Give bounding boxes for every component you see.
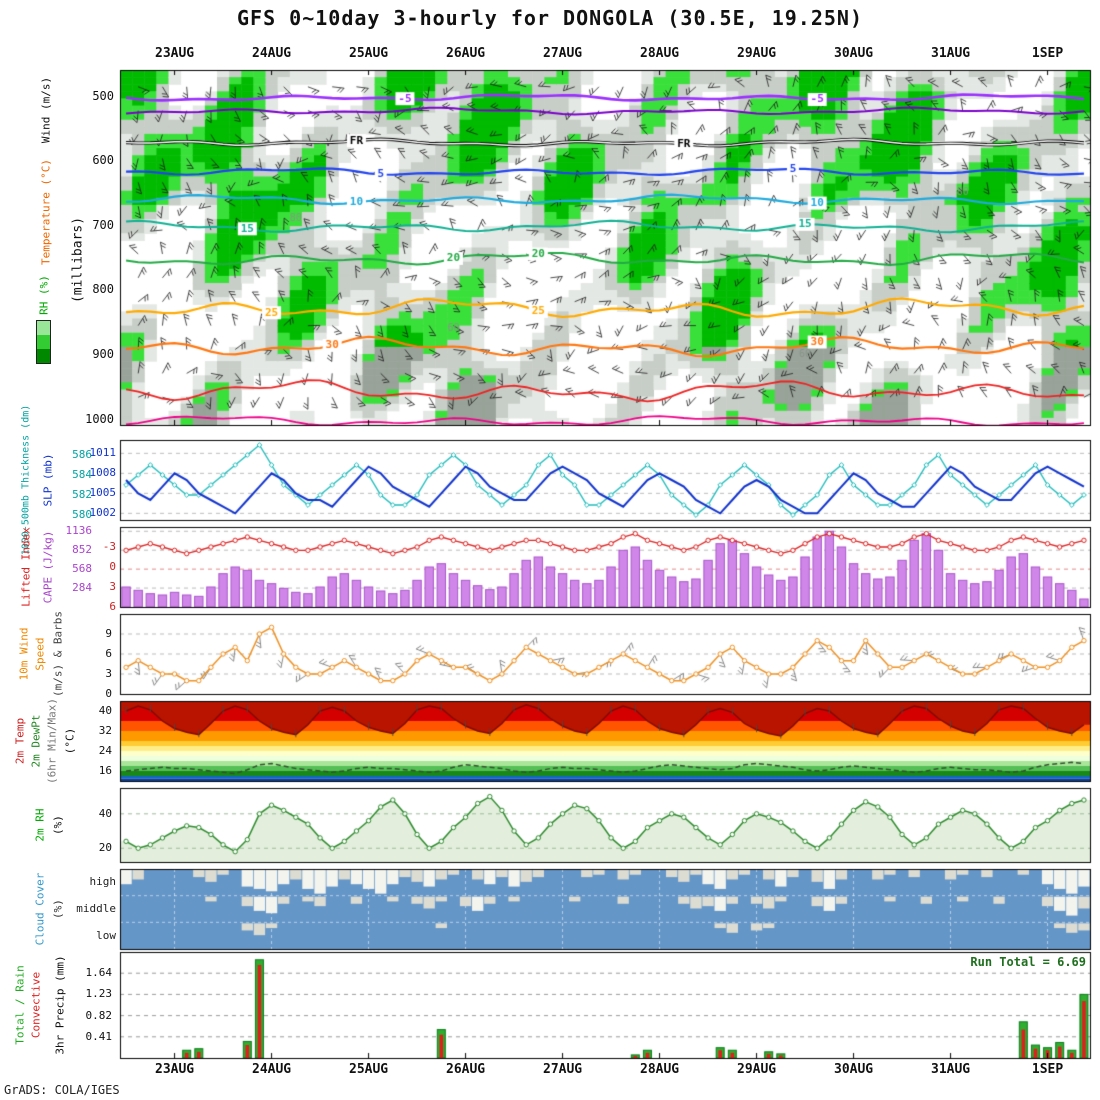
y-tick-label: 800 <box>92 282 114 297</box>
cloud-unit-axis-label: (%) <box>51 899 65 919</box>
y-tick-label: 852 <box>72 543 92 557</box>
x-tick-label: 24AUG <box>251 46 292 61</box>
y-tick-label: 6 <box>105 647 112 660</box>
y-tick-label: 20 <box>98 841 112 855</box>
y-tick-label: 1136 <box>65 524 93 538</box>
y-tick-label: 500 <box>92 88 114 103</box>
chart-title: GFS 0~10day 3-hourly for DONGOLA (30.5E,… <box>237 6 863 30</box>
temp2m-axis-label: 2m Temp <box>13 717 27 765</box>
upper-rh-axis-label: RH (%) <box>37 275 51 315</box>
y-tick-label: 284 <box>72 581 92 595</box>
y-tick-label: 1000 <box>85 411 114 426</box>
dewpt2m-axis-label: 2m DewPt <box>29 714 43 768</box>
y-tick-label: -3 <box>102 540 116 553</box>
x-tick-label: 25AUG <box>348 46 389 61</box>
y-tick-label: 600 <box>92 153 114 168</box>
wind10m-axis-label-1: 10m Wind <box>17 627 31 681</box>
upper-wind-axis-label: Wind (m/s) <box>39 76 53 144</box>
x-tick-label: 26AUG <box>445 46 486 61</box>
y-tick-label: 40 <box>98 806 112 820</box>
cape-axis-label: CAPE (J/kg) <box>41 530 55 604</box>
y-tick-label: 0.82 <box>85 1008 113 1022</box>
y-tick-label: 3 <box>109 580 116 593</box>
temp-unit-axis-label: (°C) <box>63 727 77 755</box>
x-tick-label: 29AUG <box>736 46 777 61</box>
y-tick-label: 700 <box>92 217 114 232</box>
y-tick-label: 900 <box>92 347 114 361</box>
y-tick-label: 1.23 <box>85 987 113 1001</box>
x-tick-label: 23AUG <box>154 1062 195 1077</box>
x-tick-label: 27AUG <box>542 46 583 61</box>
y-tick-label: 6 <box>109 600 116 613</box>
rh-colorbar-cell <box>37 321 50 335</box>
cloud-row-label: high <box>89 875 117 889</box>
y-tick-label: 584 <box>72 468 92 481</box>
y-tick-label: 3 <box>105 667 112 680</box>
y-tick-label: 568 <box>72 562 92 576</box>
cloud-row-label: middle <box>76 902 116 915</box>
x-tick-label: 1SEP <box>1031 46 1064 61</box>
y-tick-label: 582 <box>72 488 92 501</box>
minmax-axis-label: (6hr Min/Max) <box>45 697 59 785</box>
rh-colorbar-cell <box>37 335 50 349</box>
x-tick-label: 28AUG <box>639 1062 680 1077</box>
precip-axis-label: 3hr Precip (mm) <box>53 955 67 1055</box>
rh-colorbar-cell <box>37 349 50 363</box>
precip-convective-axis-label: Convective <box>29 971 43 1039</box>
x-tick-label: 29AUG <box>736 1062 777 1077</box>
y-tick-label: 1011 <box>89 446 117 460</box>
upper-millibars-axis-label: (millibars) <box>70 216 86 304</box>
y-tick-label: 580 <box>72 508 92 521</box>
cloud-row-label: low <box>96 928 116 942</box>
x-tick-label: 30AUG <box>833 1062 874 1077</box>
wind10m-axis-label-3: (m/s) & Barbs <box>51 610 65 698</box>
y-tick-label: 0.41 <box>85 1029 113 1043</box>
x-tick-label: 26AUG <box>445 1062 486 1077</box>
slp-axis-label: SLP (mb) <box>41 453 55 507</box>
y-tick-label: 586 <box>72 448 92 461</box>
y-tick-label: 0 <box>109 560 116 573</box>
y-tick-label: 1005 <box>89 486 117 500</box>
run-total-label: Run Total = 6.69 <box>970 955 1086 969</box>
precip-total-axis-label: Total / Rain <box>13 965 27 1045</box>
rh-colorbar-legend <box>36 320 51 364</box>
x-tick-label: 27AUG <box>542 1062 583 1077</box>
x-tick-label: 31AUG <box>930 1062 971 1077</box>
cloud-cover-axis-label: Cloud Cover <box>33 872 47 946</box>
y-tick-label: 9 <box>105 627 112 640</box>
y-tick-label: 0 <box>105 687 112 700</box>
x-tick-label: 31AUG <box>930 46 971 61</box>
x-tick-label: 24AUG <box>251 1062 292 1077</box>
rh2m-unit-axis-label: (%) <box>51 815 65 835</box>
wind10m-axis-label-2: Speed <box>33 637 47 671</box>
y-tick-label: 32 <box>98 724 112 737</box>
y-tick-label: 16 <box>98 764 112 777</box>
x-tick-label: 23AUG <box>154 46 195 61</box>
y-tick-label: 40 <box>98 704 112 717</box>
y-tick-label: 1.64 <box>85 966 113 980</box>
rh2m-axis-label: 2m RH <box>33 808 47 842</box>
lifted-index-axis-label: Lifted Index <box>19 527 33 607</box>
x-tick-label: 30AUG <box>833 46 874 61</box>
grads-credit: GrADS: COLA/IGES <box>4 1083 120 1097</box>
x-tick-label: 1SEP <box>1031 1062 1064 1077</box>
y-tick-label: 1008 <box>89 466 117 480</box>
x-tick-label: 25AUG <box>348 1062 389 1077</box>
x-tick-label: 28AUG <box>639 46 680 61</box>
y-tick-label: 24 <box>98 744 112 757</box>
upper-temp-axis-label: Temperature (°C) <box>39 159 53 265</box>
y-tick-label: 1002 <box>89 506 117 520</box>
